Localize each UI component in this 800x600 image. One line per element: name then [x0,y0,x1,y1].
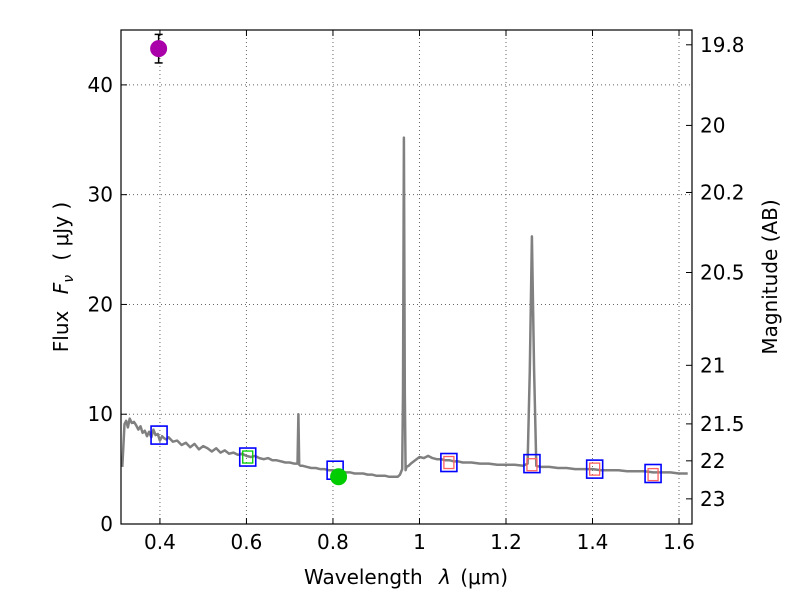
data-layer [121,33,688,486]
filter-box [647,467,659,482]
model-photometry-box [523,453,541,474]
mag-tick-label: 22 [700,449,725,473]
filter-box [443,455,455,470]
x-tick-label: 1.4 [577,530,609,554]
ticks-layer: 0.4 0.6 0.8 1 1.2 1.4 1.6 0 10 20 30 40 19.8 20 20.2 20… [88,30,745,554]
mag-tick-label: 20.2 [700,180,745,204]
filter-box [526,458,538,472]
spectrum-line [121,136,688,479]
mag-tick-label: 21.5 [700,412,745,436]
y-tick-label: 30 [88,183,113,207]
model-photometry-box [150,425,168,445]
x-tick-label: 0.8 [317,530,349,554]
filter-box [589,462,601,476]
mag-tick-label: 21 [700,353,725,377]
mag-tick-label: 19.8 [700,33,745,57]
mag-tick-label: 23 [700,487,725,511]
model-photometry-box [238,447,257,467]
x-tick-label: 0.6 [231,530,263,554]
filter-box [242,450,254,464]
y2-axis-label: Magnitude (AB) [758,199,782,354]
x-tick-label: 1.2 [490,530,522,554]
y-tick-label: 0 [100,512,113,536]
model-photometry-box [440,452,458,473]
model-photometry-box [644,463,662,484]
model-photometry-box [585,459,604,479]
x-tick-label: 1 [413,530,426,554]
mag-tick-label: 20 [700,113,725,137]
mag-tick-label: 20.5 [700,261,745,285]
y-tick-label: 10 [88,402,113,426]
y-axis-label: Flux Fν ( μJy ) [49,202,78,352]
observed-point [330,468,348,486]
x-tick-label: 1.6 [663,530,695,554]
x-axis-label: Wavelength λ (μm) [304,565,508,589]
y-tick-label: 20 [88,292,113,316]
plot-frame [120,29,693,525]
x-tick-label: 0.4 [144,530,176,554]
y-tick-label: 40 [88,73,113,97]
observed-point [150,40,168,58]
